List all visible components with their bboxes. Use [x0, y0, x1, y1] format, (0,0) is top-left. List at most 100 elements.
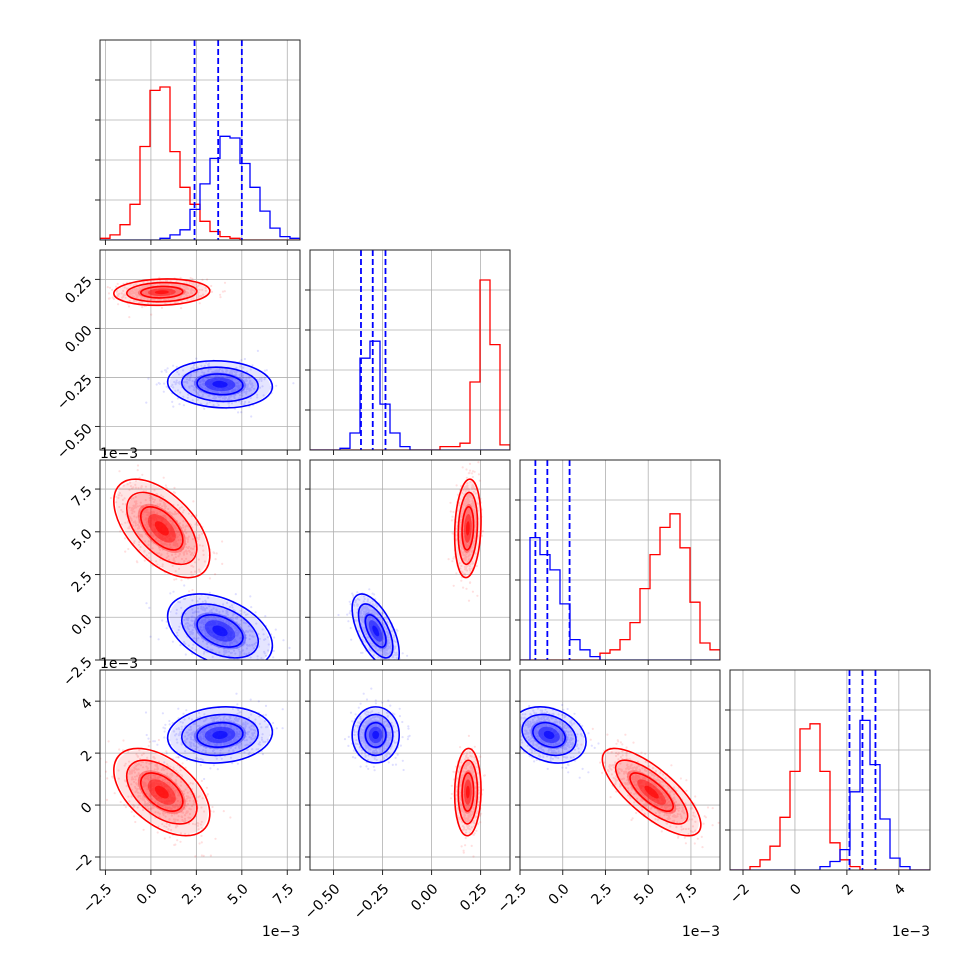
scatter-point	[216, 639, 219, 642]
scatter-point	[156, 512, 159, 515]
scatter-point	[464, 485, 467, 488]
scatter-point	[219, 395, 222, 398]
scatter-point	[213, 621, 216, 624]
scatter-point	[462, 551, 466, 554]
scatter-point	[117, 494, 120, 497]
scatter-point	[380, 635, 384, 638]
scatter-point	[235, 366, 238, 369]
scatter-point	[468, 518, 472, 521]
scatter-point	[367, 618, 370, 622]
scatter-point	[192, 297, 195, 300]
scatter-point	[176, 300, 180, 303]
scatter-point	[237, 631, 240, 634]
scatter-point	[379, 636, 382, 639]
scatter-point	[165, 543, 168, 546]
scatter-point	[145, 554, 148, 557]
scatter-point	[162, 288, 165, 291]
scatter-point	[165, 750, 168, 753]
scatter-point	[167, 555, 170, 558]
scatter-point	[172, 541, 175, 544]
scatter-point	[147, 289, 150, 292]
scatter-point	[223, 647, 226, 651]
contour-line	[113, 478, 211, 579]
scatter-point	[221, 610, 224, 613]
scatter-point	[471, 524, 474, 528]
scatter-point	[223, 642, 227, 645]
scatter-point	[163, 288, 166, 291]
scatter-point	[465, 556, 468, 559]
scatter-point	[373, 645, 376, 648]
scatter-point	[465, 489, 468, 492]
scatter-point	[159, 287, 162, 290]
scatter-point	[237, 386, 240, 389]
scatter-point	[356, 604, 359, 607]
scatter-point	[245, 392, 248, 395]
scatter-point	[124, 550, 127, 553]
scatter-point	[208, 385, 211, 388]
scatter-point	[395, 656, 398, 660]
scatter-point	[470, 472, 474, 475]
scatter-point	[466, 517, 469, 520]
scatter-point	[228, 620, 231, 624]
scatter-point	[365, 633, 368, 636]
scatter-point	[176, 290, 179, 293]
scatter-point	[277, 666, 279, 668]
scatter-point	[174, 544, 177, 547]
scatter-point	[135, 291, 138, 294]
scatter-point	[466, 552, 469, 555]
scatter-point	[202, 626, 205, 629]
scatter-point	[235, 634, 238, 637]
scatter-point	[210, 619, 213, 622]
scatter-point	[208, 630, 211, 633]
scatter-point	[138, 519, 141, 522]
scatter-point	[465, 498, 469, 501]
scatter-point	[473, 515, 476, 518]
scatter-point	[141, 296, 144, 299]
scatter-point	[135, 294, 138, 297]
scatter-point	[230, 377, 233, 380]
scatter-point	[227, 636, 230, 639]
scatter-point	[352, 594, 355, 597]
scatter-point	[383, 652, 386, 655]
scatter-point	[207, 634, 211, 637]
scatter-point	[144, 517, 148, 520]
scatter-point	[472, 540, 475, 543]
scatter-point	[201, 377, 205, 380]
scatter-point	[204, 634, 207, 637]
scatter-point	[463, 502, 466, 505]
scatter-point	[375, 605, 378, 608]
scatter-point	[137, 515, 140, 518]
scatter-point	[191, 385, 194, 388]
scatter-point	[382, 647, 385, 650]
scatter-point	[464, 543, 467, 546]
scatter-point	[206, 377, 209, 380]
scatter-point	[171, 534, 175, 537]
scatter-point	[201, 378, 204, 381]
scatter-point	[184, 287, 187, 290]
scatter-point	[151, 292, 154, 295]
scatter-point	[227, 387, 230, 390]
scatter-point	[248, 389, 251, 392]
scatter-point	[128, 316, 131, 319]
scatter-point	[221, 540, 224, 543]
scatter-point	[137, 532, 140, 535]
scatter-point	[218, 619, 221, 622]
scatter-point	[213, 389, 217, 392]
scatter-point	[381, 650, 385, 653]
scatter-point	[142, 510, 146, 513]
scatter-point	[191, 631, 194, 635]
scatter-point	[158, 382, 161, 385]
scatter-point	[132, 505, 135, 508]
scatter-point	[209, 636, 213, 639]
scatter-point	[467, 510, 471, 513]
scatter-point	[464, 536, 467, 539]
scatter-point	[208, 610, 211, 613]
scatter-point	[474, 511, 477, 514]
scatter-point	[173, 290, 176, 293]
scatter-point	[243, 379, 246, 382]
scatter-point	[464, 520, 467, 523]
scatter-point	[465, 513, 468, 517]
scatter-point	[466, 484, 469, 487]
scatter-point	[173, 486, 176, 489]
scatter-point	[223, 389, 226, 392]
